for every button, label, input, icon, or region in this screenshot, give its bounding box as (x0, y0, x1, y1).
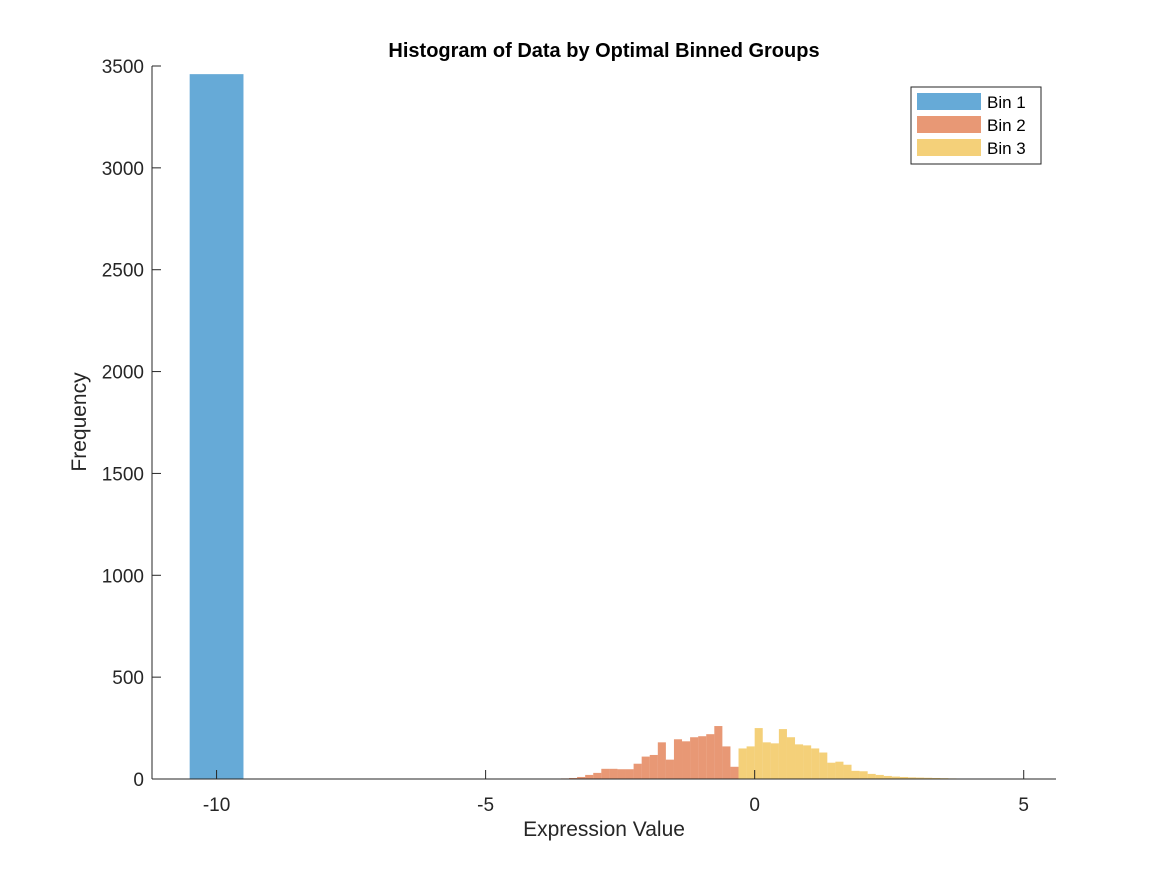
histogram-bar (722, 746, 731, 779)
axes-layer (151, 66, 1056, 780)
histogram-bar (690, 737, 699, 779)
x-tick-label: -5 (477, 795, 494, 816)
histogram-bar (633, 763, 642, 779)
series-3-bars (738, 728, 965, 779)
histogram-bar (625, 769, 634, 779)
bars-layer (189, 74, 965, 780)
histogram-bar (746, 746, 755, 779)
histogram-bar (714, 726, 723, 779)
histogram-bar (924, 777, 933, 779)
histogram-bar (657, 742, 666, 779)
histogram-bar (673, 739, 683, 779)
histogram-bar (593, 772, 602, 779)
histogram-bar (682, 741, 691, 779)
histogram-bar (617, 769, 626, 779)
y-tick-label: 1500 (102, 464, 144, 485)
legend-swatch (917, 116, 981, 133)
histogram-bar (730, 766, 739, 779)
histogram-bar (738, 748, 747, 779)
y-tick-label: 0 (133, 770, 144, 791)
series-1-bars (189, 74, 244, 780)
histogram-bar (649, 754, 658, 779)
histogram-bar (916, 777, 925, 779)
y-tick-label: 2000 (102, 363, 144, 384)
x-tick-label: 0 (749, 795, 760, 816)
histogram-bar (641, 756, 650, 779)
series-2-bars (552, 726, 739, 779)
histogram-bar (827, 762, 836, 779)
legend-swatch (917, 93, 981, 110)
y-tick-label: 2500 (102, 261, 144, 282)
histogram-bar (601, 768, 610, 779)
histogram-bar (803, 745, 812, 779)
histogram-bar (891, 776, 900, 779)
histogram-bar (875, 774, 884, 779)
histogram-bar (754, 728, 763, 779)
y-tick-label: 500 (112, 668, 144, 689)
histogram-bar (577, 776, 586, 779)
x-tick-label: 5 (1018, 795, 1029, 816)
histogram-bar (762, 742, 771, 779)
histogram-bar (932, 777, 941, 779)
histogram-bar (585, 774, 594, 779)
histogram-bar (908, 777, 917, 779)
histogram-bar (819, 752, 828, 779)
y-tick-label: 3500 (102, 57, 144, 78)
histogram-bar (609, 768, 618, 779)
histogram-bar (569, 777, 578, 779)
x-axis-title: Expression Value (523, 818, 685, 841)
histogram-bar (778, 729, 787, 779)
plot-area (152, 66, 1056, 779)
histogram-bar (786, 737, 796, 779)
y-axis-title: Frequency (68, 372, 91, 472)
histogram-bar (867, 773, 876, 779)
histogram-bar (706, 734, 715, 779)
histogram-bar (899, 776, 909, 779)
histogram-bar (770, 743, 779, 779)
y-tick-label: 1000 (102, 566, 144, 587)
legend-label: Bin 3 (987, 139, 1026, 158)
legend: Bin 1 Bin 2 Bin 3 (910, 86, 1042, 165)
histogram-bar (665, 759, 674, 779)
histogram-bar (851, 770, 860, 779)
histogram-bar (835, 761, 844, 779)
legend-label: Bin 1 (987, 93, 1026, 112)
ticks-layer: 0 500 1000 1500 2000 2500 3000 3500 -10 -5 0 5 (102, 57, 1029, 816)
y-tick-label: 3000 (102, 159, 144, 180)
histogram-bar (883, 775, 892, 779)
histogram-bar (859, 771, 868, 779)
histogram-bar (843, 764, 852, 779)
x-tick-label: -10 (203, 795, 230, 816)
legend-label: Bin 2 (987, 116, 1026, 135)
histogram-bar (698, 736, 707, 779)
histogram-bar (795, 744, 804, 779)
histogram-bar (189, 74, 244, 780)
chart-title: Histogram of Data by Optimal Binned Grou… (388, 40, 819, 62)
legend-swatch (917, 139, 981, 156)
histogram-bar (811, 748, 820, 779)
